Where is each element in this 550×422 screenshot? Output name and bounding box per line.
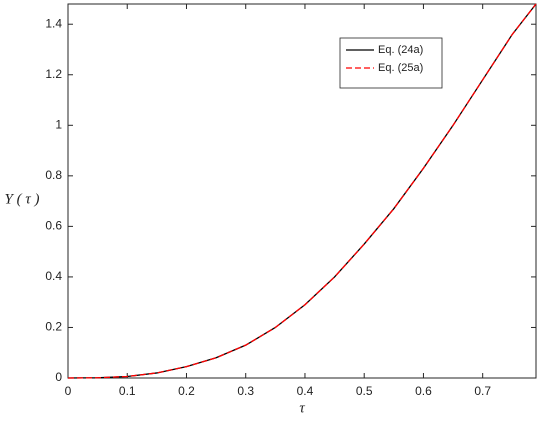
y-tick-label: 0.4 <box>45 269 62 283</box>
data-line <box>67 3 537 379</box>
y-axis-label: Y ( τ ) <box>5 191 40 207</box>
x-tick-label: 0.2 <box>178 384 195 398</box>
y-tick-label: 0 <box>55 370 62 384</box>
x-tick-label: 0.5 <box>356 384 373 398</box>
y-tick-label: 1 <box>55 117 62 131</box>
x-axis-label: τ <box>299 400 305 416</box>
x-tick-label: 0.1 <box>119 384 136 398</box>
plot-frame <box>67 3 537 379</box>
y-tick-label: 0.6 <box>45 219 62 233</box>
x-tick-label: 0.4 <box>297 384 314 398</box>
y-tick-label: 0.2 <box>45 320 62 334</box>
y-tick-label: 1.4 <box>45 16 62 30</box>
x-tick-label: 0 <box>65 384 72 398</box>
y-tick-label: 1.2 <box>45 67 62 81</box>
x-tick-label: 0.7 <box>474 384 491 398</box>
legend-label: Eq. (24a) <box>378 44 423 56</box>
legend-label: Eq. (25a) <box>378 62 423 74</box>
y-tick-label: 0.8 <box>45 168 62 182</box>
x-tick-label: 0.3 <box>237 384 254 398</box>
x-tick-label: 0.6 <box>415 384 432 398</box>
legend-box <box>339 37 443 89</box>
